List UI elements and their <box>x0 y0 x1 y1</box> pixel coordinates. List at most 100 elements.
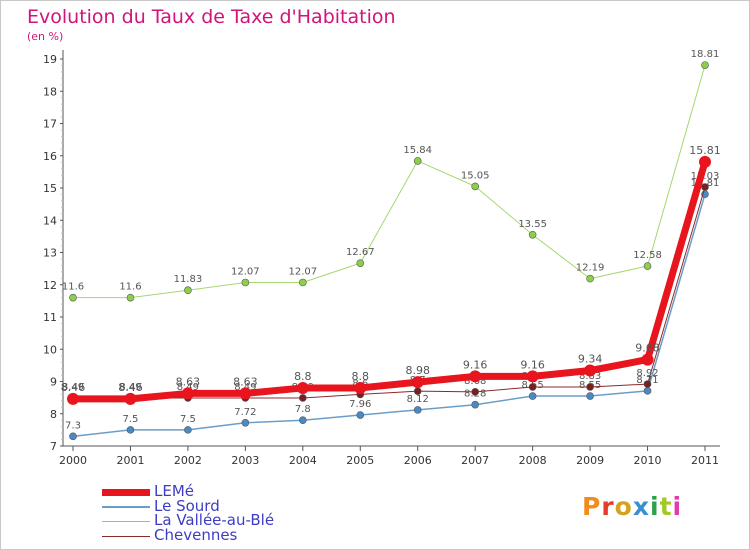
chart-title: Evolution du Taux de Taxe d'Habitation <box>27 6 396 28</box>
data-point-leme <box>699 155 711 168</box>
data-point-chevennes <box>471 388 479 396</box>
y-tick-label: 7 <box>50 440 57 453</box>
data-point-la-vallee-au-ble <box>126 293 135 302</box>
data-label-chevennes: 15.03 <box>691 171 720 182</box>
logo-letter: i <box>650 492 660 521</box>
legend-label-la-vallee-au-ble: La Vallée-au-Blé <box>154 511 275 529</box>
y-tick-label: 12 <box>43 279 57 292</box>
data-point-la-vallee-au-ble <box>701 61 709 69</box>
y-tick-label: 10 <box>43 343 57 356</box>
data-point-le-sourd <box>356 411 365 419</box>
data-label-leme: 8.98 <box>405 364 430 377</box>
data-label-la-vallee-au-ble: 12.19 <box>576 263 605 274</box>
data-label-le-sourd: 7.5 <box>180 414 196 425</box>
y-tick-label: 13 <box>43 247 57 260</box>
data-point-leme <box>354 381 367 394</box>
logo-letter: P <box>582 492 602 521</box>
x-tick-label: 2004 <box>289 454 317 467</box>
data-point-la-vallee-au-ble <box>471 182 479 191</box>
series-line-chevennes <box>73 186 706 399</box>
x-tick-label: 2011 <box>691 454 719 467</box>
data-point-la-vallee-au-ble <box>184 286 192 295</box>
y-tick-label: 19 <box>43 53 57 66</box>
x-tick-label: 2006 <box>404 454 432 467</box>
data-point-chevennes <box>528 383 537 391</box>
x-tick-label: 2009 <box>576 454 604 467</box>
data-label-la-vallee-au-ble: 12.07 <box>288 266 317 277</box>
y-tick-label: 18 <box>43 85 57 98</box>
legend-swatch-le-sourd <box>102 505 150 508</box>
logo-letter: x <box>632 492 650 521</box>
data-label-le-sourd: 7.5 <box>123 414 139 425</box>
legend-swatch-leme <box>102 489 150 497</box>
data-label-la-vallee-au-ble: 11.83 <box>174 274 203 285</box>
legend-label-leme: LEMé <box>154 482 195 500</box>
data-point-leme <box>239 387 252 400</box>
data-point-chevennes <box>413 387 422 395</box>
data-point-leme <box>181 387 194 400</box>
data-label-le-sourd: 7.8 <box>295 404 311 415</box>
x-tick-label: 2005 <box>346 454 374 467</box>
data-point-la-vallee-au-ble <box>643 262 652 270</box>
series-line-la-vallee-au-ble <box>73 64 706 299</box>
data-point-leme <box>67 392 79 405</box>
x-tick-label: 2008 <box>519 454 547 467</box>
data-label-leme: 9.68 <box>635 342 660 355</box>
data-point-chevennes <box>299 394 307 402</box>
data-point-leme <box>526 370 539 383</box>
y-tick-label: 11 <box>43 311 57 324</box>
legend-swatch-la-vallee-au-ble <box>102 521 150 523</box>
proxiti-logo: Proxiti <box>582 492 682 521</box>
y-tick-label: 15 <box>43 182 57 195</box>
data-point-la-vallee-au-ble <box>356 259 365 267</box>
y-tick-label: 8 <box>50 408 57 421</box>
data-point-le-sourd <box>69 432 77 441</box>
data-label-la-vallee-au-ble: 18.81 <box>691 49 720 60</box>
x-tick-label: 2007 <box>461 454 489 467</box>
data-point-le-sourd <box>528 392 537 400</box>
data-point-chevennes <box>643 380 652 388</box>
data-label-le-sourd: 7.96 <box>349 399 371 410</box>
data-point-leme <box>584 364 597 377</box>
data-label-leme: 9.34 <box>578 353 603 366</box>
data-label-la-vallee-au-ble: 15.84 <box>403 145 432 156</box>
series-line-le-sourd <box>72 193 706 438</box>
data-label-leme: 9.16 <box>463 358 488 371</box>
data-point-le-sourd <box>241 418 250 427</box>
x-tick-label: 2003 <box>231 454 259 467</box>
data-label-le-sourd: 7.3 <box>65 420 81 431</box>
data-point-le-sourd <box>184 426 192 434</box>
data-label-la-vallee-au-ble: 12.58 <box>633 250 662 261</box>
logo-letter: o <box>614 492 633 521</box>
data-point-le-sourd <box>299 416 307 425</box>
logo-letter: t <box>659 492 673 521</box>
series-line-leme <box>73 160 709 403</box>
data-point-la-vallee-au-ble <box>413 157 422 165</box>
x-tick-label: 2001 <box>116 454 144 467</box>
data-point-le-sourd <box>413 406 422 414</box>
legend-label-le-sourd: Le Sourd <box>154 496 220 515</box>
y-tick-label: 17 <box>43 118 57 131</box>
data-point-le-sourd <box>471 400 479 409</box>
data-label-leme: 9.16 <box>520 358 545 371</box>
x-tick-label: 2002 <box>174 454 202 467</box>
data-point-le-sourd <box>126 426 135 434</box>
data-label-le-sourd: 8.12 <box>407 394 429 405</box>
y-tick-label: 16 <box>43 150 57 163</box>
data-point-leme <box>641 353 654 366</box>
data-label-le-sourd: 7.72 <box>234 407 256 418</box>
unit-label: (en %) <box>27 30 64 43</box>
data-point-la-vallee-au-ble <box>69 293 77 302</box>
data-label-leme: 8.63 <box>233 375 258 388</box>
data-label-la-vallee-au-ble: 13.55 <box>518 219 547 230</box>
data-label-la-vallee-au-ble: 11.6 <box>119 282 141 293</box>
data-point-chevennes <box>701 183 709 191</box>
x-tick-label: 2010 <box>634 454 662 467</box>
data-point-la-vallee-au-ble <box>299 278 307 287</box>
logo-letter: i <box>672 492 683 521</box>
data-label-leme: 8.46 <box>118 381 143 394</box>
data-label-chevennes: 8.92 <box>636 368 658 379</box>
data-label-leme: 15.81 <box>689 144 721 157</box>
